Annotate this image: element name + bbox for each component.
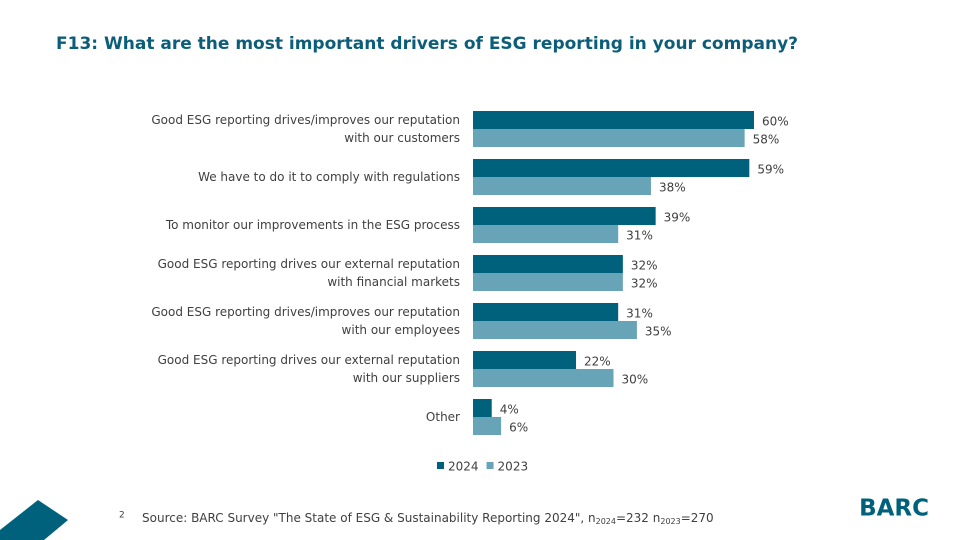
bar [473,255,623,273]
category-label-line: Good ESG reporting drives our external r… [158,353,460,367]
category-label: Good ESG reporting drives our external r… [158,353,460,385]
bar [473,129,745,147]
value-label: 58% [753,133,780,147]
bar [473,303,619,321]
legend-label: 2024 [448,460,479,474]
value-label: 6% [509,421,528,435]
source-text: =232 n [616,511,660,525]
logo: BARC [859,496,929,522]
chart-title: F13: What are the most important drivers… [56,34,798,54]
bar [473,159,750,177]
category-label-line: with our suppliers [353,371,460,385]
bar [473,351,577,369]
bar [473,273,623,291]
category-label-line: with our customers [344,131,460,145]
category-label-line: Good ESG reporting drives/improves our r… [151,113,460,127]
value-label: 30% [622,373,649,387]
source-text: =270 [681,511,714,525]
value-label: 38% [659,181,686,195]
bar [473,177,651,195]
source-sub: 2023 [660,517,680,526]
category-label-line: Other [426,410,460,424]
category-label-line: Good ESG reporting drives our external r… [158,257,460,271]
source: Source: BARC Survey "The State of ESG & … [142,511,714,526]
legend-label: 2023 [498,460,529,474]
bar [473,207,656,225]
category-label-line: with financial markets [327,275,460,289]
source-text: Source: BARC Survey "The State of ESG & … [142,511,596,525]
legend-swatch [486,462,494,469]
value-label: 32% [631,259,658,273]
value-label: 59% [757,163,784,177]
category-label: To monitor our improvements in the ESG p… [165,218,460,232]
bar [473,111,754,129]
category-label: Good ESG reporting drives/improves our r… [151,113,460,145]
value-label: 22% [584,355,611,369]
bar [473,369,614,387]
decoration [0,500,68,540]
value-label: 60% [762,115,789,129]
category-label-line: We have to do it to comply with regulati… [198,170,460,184]
value-label: 31% [626,229,653,243]
bar [473,321,637,339]
bar [473,225,619,243]
category-label: Other [426,410,460,424]
page-number: 2 [119,511,125,521]
legend-swatch [437,462,444,469]
category-label: We have to do it to comply with regulati… [198,170,460,184]
source-sub: 2024 [596,517,616,526]
value-label: 32% [631,277,658,291]
category-label-line: Good ESG reporting drives/improves our r… [151,305,460,319]
bar [473,417,502,435]
value-label: 39% [664,211,691,225]
category-label: Good ESG reporting drives our external r… [158,257,460,289]
category-label-line: with our employees [342,323,460,337]
bar [473,399,492,417]
value-label: 31% [626,307,653,321]
category-label: Good ESG reporting drives/improves our r… [151,305,460,337]
category-label-line: To monitor our improvements in the ESG p… [165,218,460,232]
value-label: 4% [500,403,519,417]
value-label: 35% [645,325,672,339]
